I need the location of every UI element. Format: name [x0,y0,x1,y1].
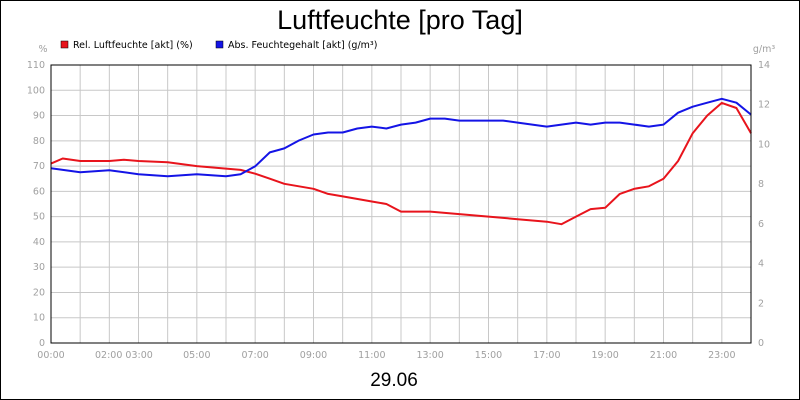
y-left-tick-label: 0 [39,338,45,349]
series-lines [50,97,752,226]
legend-label-rel-humidity: Rel. Luftfeuchte [akt] (%) [73,40,193,51]
y-left-tick-label: 70 [33,161,45,172]
y-left-tick-label: 80 [33,136,45,147]
y-left-tick-label: 60 [33,186,45,197]
x-tick-label: 02:00 03:00 [95,350,153,361]
y-right-tick-label: 12 [758,100,770,111]
legend-swatch-rel-humidity [60,40,69,49]
x-tick-label: 09:00 [300,350,327,361]
x-tick-label: 21:00 [650,350,677,361]
y-right-tick-label: 0 [758,338,764,349]
right-axis-unit: g/m³ [753,44,775,55]
y-right-tick-label: 8 [758,179,764,190]
x-tick-label: 07:00 [241,350,268,361]
legend: Rel. Luftfeuchte [akt] (%) Abs. Feuchteg… [60,40,377,51]
series-line-rel-humidity [50,101,752,226]
y-left-tick-label: 110 [27,60,45,71]
x-tick-label: 11:00 [358,350,385,361]
y-left-tick-label: 20 [33,287,45,298]
date-label: 29.06 [370,370,418,391]
series-line-abs-humidity [50,97,752,178]
y-left-tick-label: 40 [33,237,45,248]
y-right-tick-label: 6 [758,219,764,230]
y-left-tick-label: 50 [33,212,45,223]
x-tick-label: 19:00 [591,350,618,361]
y-left-tick-label: 100 [27,85,45,96]
chart-title: Luftfeuchte [pro Tag] [277,5,523,35]
y-right-tick-label: 4 [758,259,764,270]
axis-ticks: 0 10 20 30 40 50 60 70 80 90 100 110 0 2 4 6 8 10 12 14 00:0… [27,60,770,361]
y-left-tick-label: 30 [33,262,45,273]
y-right-tick-label: 10 [758,139,770,150]
y-right-tick-label: 2 [758,298,764,309]
legend-label-abs-humidity: Abs. Feuchtegehalt [akt] (g/m³) [228,40,377,51]
y-left-tick-label: 90 [33,111,45,122]
legend-swatch-abs-humidity [215,40,224,49]
x-tick-label: 05:00 [183,350,210,361]
x-tick-label: 23:00 [708,350,735,361]
plot-area-border [50,64,752,344]
y-left-tick-label: 10 [33,313,45,324]
x-tick-label: 17:00 [533,350,560,361]
x-tick-label: 00:00 [37,350,64,361]
x-tick-label: 15:00 [475,350,502,361]
x-tick-label: 13:00 [416,350,443,361]
left-axis-unit: % [38,44,47,55]
grid [51,64,751,344]
y-right-tick-label: 14 [758,60,770,71]
